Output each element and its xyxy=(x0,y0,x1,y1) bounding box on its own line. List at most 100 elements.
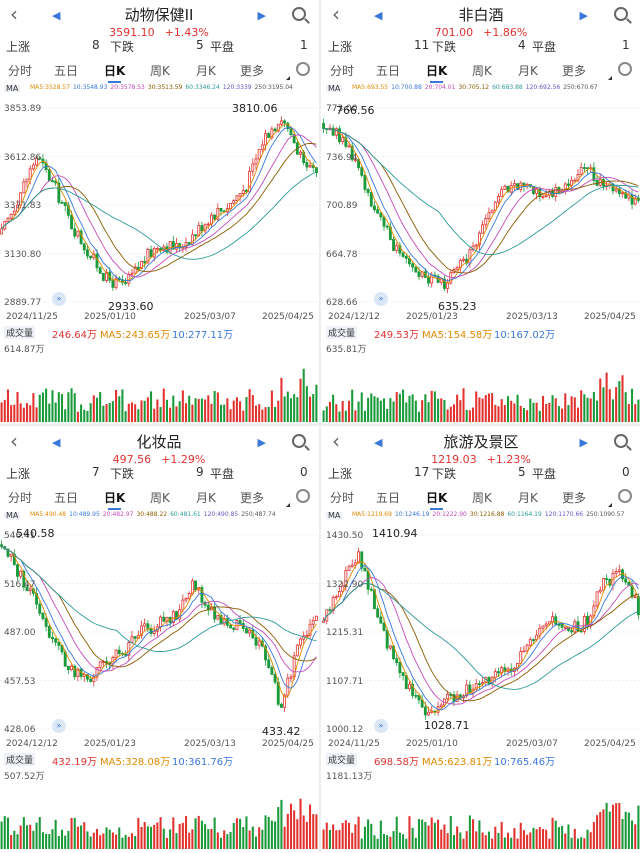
tab-0[interactable]: 分时 xyxy=(8,491,33,505)
next-icon[interactable]: ▶ xyxy=(257,436,266,449)
prev-icon[interactable]: ◀ xyxy=(374,436,383,449)
tab-3[interactable]: 周K xyxy=(150,64,170,78)
tab-0[interactable]: 分时 xyxy=(330,491,355,505)
expand-icon[interactable]: » xyxy=(52,719,66,733)
price-chart[interactable] xyxy=(0,102,318,322)
volume-bar xyxy=(213,817,216,849)
tab-4[interactable]: 月K xyxy=(518,64,538,78)
price-chart[interactable] xyxy=(322,529,640,749)
tab-5[interactable]: 更多 xyxy=(562,491,587,505)
candle xyxy=(16,204,19,212)
tab-0[interactable]: 分时 xyxy=(8,64,33,78)
high-marker: 540.58 xyxy=(16,527,55,540)
next-icon[interactable]: ▶ xyxy=(579,436,588,449)
back-icon[interactable]: ‹ xyxy=(10,2,18,26)
volume-bar xyxy=(210,403,213,422)
chevron-down-icon[interactable] xyxy=(608,503,612,507)
volume-bar xyxy=(554,820,557,849)
chevron-down-icon[interactable] xyxy=(286,76,290,80)
candle xyxy=(586,615,589,625)
price-chart[interactable] xyxy=(322,102,640,322)
tab-2[interactable]: 日K xyxy=(426,64,448,83)
volume-bar xyxy=(398,832,401,849)
tab-2[interactable]: 日K xyxy=(104,64,126,83)
tab-5[interactable]: 更多 xyxy=(562,64,587,78)
kline-chart[interactable] xyxy=(0,102,318,322)
volume-bar xyxy=(239,818,242,849)
search-icon[interactable] xyxy=(292,7,306,21)
candle xyxy=(579,167,583,175)
volume-bar xyxy=(583,394,586,422)
prev-icon[interactable]: ◀ xyxy=(374,9,383,22)
tab-5[interactable]: 更多 xyxy=(240,64,265,78)
expand-icon[interactable]: » xyxy=(374,719,388,733)
chevron-down-icon[interactable] xyxy=(286,503,290,507)
volume-selector[interactable]: 成交量 xyxy=(326,326,358,339)
tab-1[interactable]: 五日 xyxy=(54,491,79,505)
tab-2[interactable]: 日K xyxy=(104,491,126,510)
search-icon[interactable] xyxy=(614,7,628,21)
candle xyxy=(481,682,485,685)
settings-icon[interactable] xyxy=(618,62,632,76)
volume-bar xyxy=(315,384,318,422)
search-icon[interactable] xyxy=(292,434,306,448)
volume-bar xyxy=(341,400,344,422)
volume-selector[interactable]: 成交量 xyxy=(326,753,358,766)
tab-3[interactable]: 周K xyxy=(472,64,492,78)
tab-4[interactable]: 月K xyxy=(196,491,216,505)
tab-3[interactable]: 周K xyxy=(472,491,492,505)
tab-1[interactable]: 五日 xyxy=(376,64,401,78)
settings-icon[interactable] xyxy=(296,489,310,503)
volume-selector[interactable]: 成交量 xyxy=(4,326,36,339)
volume-bar xyxy=(526,410,529,422)
next-icon[interactable]: ▶ xyxy=(579,9,588,22)
volume-bar xyxy=(561,408,564,422)
breadth-flat-count: 1 xyxy=(300,38,308,52)
volume-bar xyxy=(184,403,188,422)
tab-2[interactable]: 日K xyxy=(426,491,448,510)
candle xyxy=(229,624,232,629)
tab-1[interactable]: 五日 xyxy=(376,491,401,505)
volume-bar xyxy=(150,391,153,422)
next-icon[interactable]: ▶ xyxy=(257,9,266,22)
ma-selector[interactable]: MA xyxy=(326,511,343,520)
price-axis-label: 1107.71 xyxy=(326,676,364,687)
ma-selector[interactable]: MA xyxy=(326,84,343,93)
volume-bar xyxy=(608,389,611,422)
candle xyxy=(286,122,290,130)
prev-icon[interactable]: ◀ xyxy=(52,436,61,449)
settings-icon[interactable] xyxy=(296,62,310,76)
settings-icon[interactable] xyxy=(618,489,632,503)
ma-selector[interactable]: MA xyxy=(4,511,21,520)
back-icon[interactable]: ‹ xyxy=(10,429,18,453)
search-icon[interactable] xyxy=(614,434,628,448)
volume-selector[interactable]: 成交量 xyxy=(4,753,36,766)
kline-chart[interactable] xyxy=(322,529,640,749)
expand-icon[interactable]: » xyxy=(52,292,66,306)
expand-icon[interactable]: » xyxy=(374,292,388,306)
tab-4[interactable]: 月K xyxy=(196,64,216,78)
chevron-down-icon[interactable] xyxy=(608,76,612,80)
candle xyxy=(379,616,383,624)
volume-bar xyxy=(484,395,487,422)
price-chart[interactable] xyxy=(0,529,318,749)
tab-4[interactable]: 月K xyxy=(518,491,538,505)
candle xyxy=(468,249,472,264)
price-axis-label: 2889.77 xyxy=(4,298,42,308)
tab-0[interactable]: 分时 xyxy=(330,64,355,78)
ma-selector[interactable]: MA xyxy=(4,84,21,93)
tab-5[interactable]: 更多 xyxy=(240,491,265,505)
prev-icon[interactable]: ◀ xyxy=(52,9,61,22)
kline-chart[interactable] xyxy=(0,529,318,749)
candle xyxy=(305,162,309,168)
candle xyxy=(547,621,551,625)
tab-1[interactable]: 五日 xyxy=(54,64,79,78)
kline-chart[interactable] xyxy=(322,102,640,322)
ma-legend: MA MA5:3528.57 10:3548.93 20:3578.53 30:3513… xyxy=(0,84,318,102)
back-icon[interactable]: ‹ xyxy=(332,429,340,453)
back-icon[interactable]: ‹ xyxy=(332,2,340,26)
candle xyxy=(308,623,312,636)
candle xyxy=(292,134,296,144)
tab-3[interactable]: 周K xyxy=(150,491,170,505)
volume-bar xyxy=(510,837,513,849)
